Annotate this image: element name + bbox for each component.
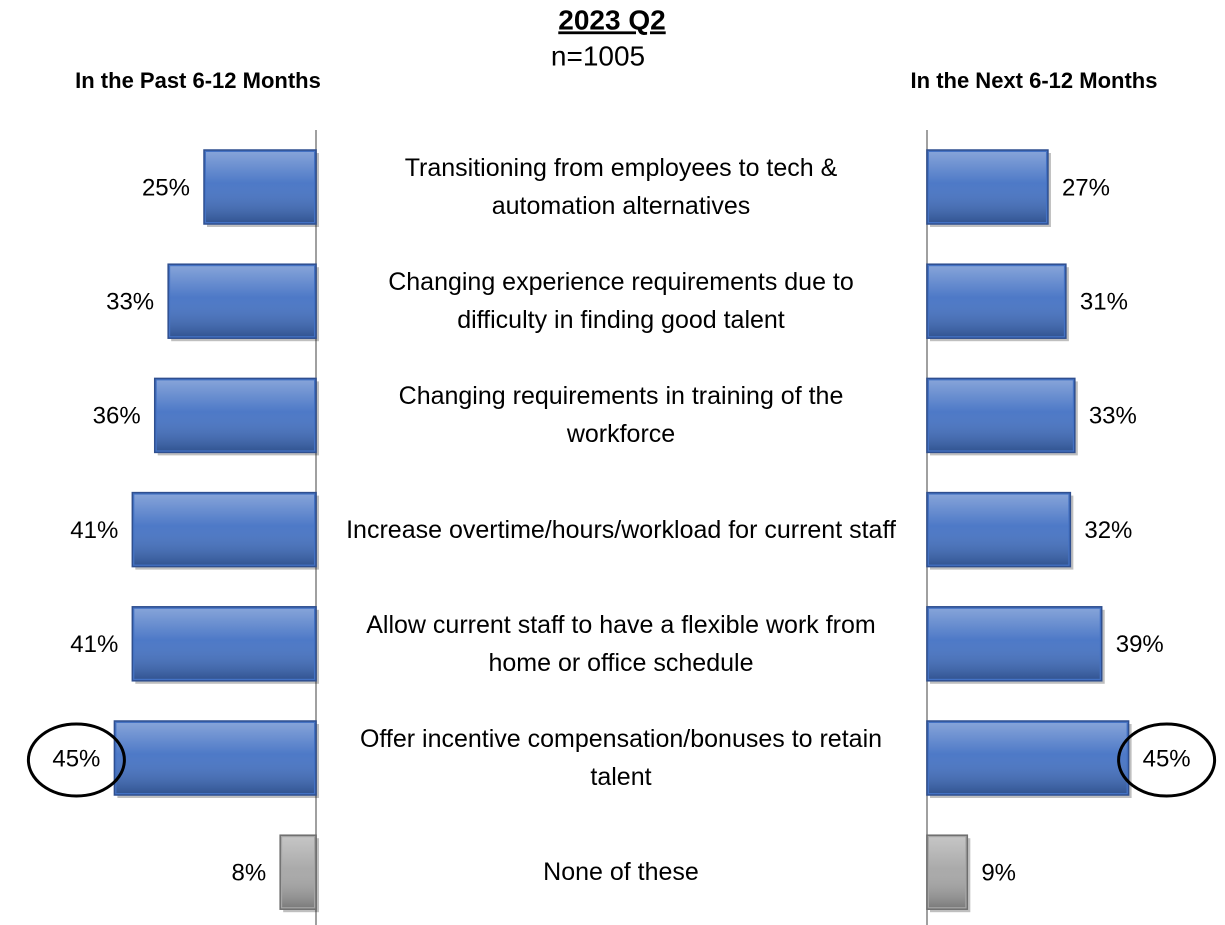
category-label: Allow current staff to have a flexible w… [366, 610, 876, 677]
value-label: 27% [1062, 174, 1110, 201]
series-header: In the Past 6-12 Months [75, 68, 321, 93]
chart-subtitle: n=1005 [551, 40, 645, 71]
value-label: 33% [106, 289, 154, 316]
bar-shine [282, 837, 314, 908]
value-label: 8% [231, 860, 266, 887]
value-label: 41% [70, 631, 118, 658]
bar-shine [134, 608, 314, 679]
value-label: 41% [70, 517, 118, 544]
bar-shine [929, 494, 1069, 565]
category-label: Increase overtime/hours/workload for cur… [346, 515, 896, 544]
bar-shine [134, 494, 314, 565]
value-label: 36% [93, 403, 141, 430]
highlight-circle [1117, 722, 1217, 798]
category-label: None of these [543, 858, 699, 887]
bar-shine [929, 837, 966, 908]
category-label: Offer incentive compensation/bonuses to … [359, 725, 883, 791]
category-label: Transitioning from employees to tech & a… [404, 154, 838, 220]
category-label: Changing requirements in training of the… [398, 382, 844, 449]
value-label: 32% [1084, 517, 1132, 544]
value-label: 33% [1089, 403, 1137, 430]
value-label: 45% [52, 745, 100, 772]
bar-shine [170, 266, 314, 337]
bar-shine [929, 152, 1046, 222]
category-label: Changing experience requirements due to … [388, 268, 854, 335]
value-label: 25% [142, 174, 190, 201]
series-header: In the Next 6-12 Months [911, 68, 1158, 93]
value-label: 45% [1143, 745, 1191, 772]
value-label: 39% [1116, 631, 1164, 658]
bar-shine [929, 266, 1064, 337]
bar-shine [929, 723, 1127, 793]
bar-shine [116, 723, 315, 793]
bar-shine [206, 152, 314, 222]
bar-shine [929, 380, 1073, 451]
bar-shine [156, 380, 314, 451]
value-label: 31% [1080, 289, 1128, 316]
chart-title: 2023 Q2 [558, 4, 665, 35]
bar-shine [929, 608, 1100, 679]
highlight-circle [26, 722, 126, 798]
value-label: 9% [981, 860, 1016, 887]
